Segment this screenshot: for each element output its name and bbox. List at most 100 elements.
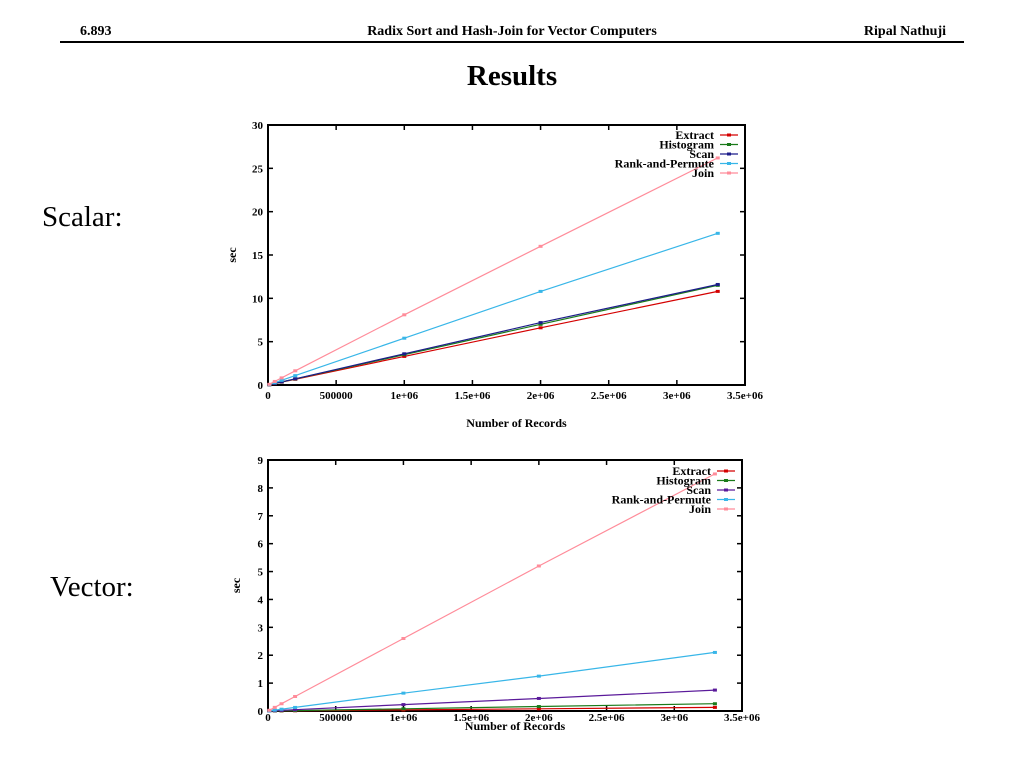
y-tick-label: 6 bbox=[258, 539, 264, 551]
data-point bbox=[279, 702, 284, 706]
x-axis-label: Number of Records bbox=[465, 719, 566, 733]
y-tick-label: 15 bbox=[252, 250, 264, 262]
legend-label: Histogram bbox=[659, 138, 714, 152]
x-tick-label: 0 bbox=[265, 712, 271, 724]
data-point bbox=[293, 369, 298, 373]
y-axis-label: sec bbox=[225, 247, 239, 263]
data-point bbox=[715, 231, 720, 235]
legend-label: Scan bbox=[689, 147, 714, 161]
header-title: Radix Sort and Hash-Join for Vector Comp… bbox=[367, 24, 657, 39]
header-author: Ripal Nathuji bbox=[863, 24, 946, 39]
data-point bbox=[538, 322, 543, 326]
x-axis-label: Number of Records bbox=[466, 416, 567, 430]
data-point bbox=[402, 313, 407, 317]
y-tick-label: 3 bbox=[258, 622, 264, 634]
series-line-rank-and-permute bbox=[269, 232, 718, 386]
data-point bbox=[715, 289, 720, 293]
x-tick-label: 1e+06 bbox=[390, 712, 418, 724]
data-point bbox=[279, 707, 284, 711]
legend-label: Extract bbox=[675, 128, 714, 142]
series-line-join bbox=[269, 473, 716, 711]
vector-label: Vector: bbox=[50, 571, 134, 603]
legend-marker bbox=[727, 171, 731, 175]
vector-chart: 0 500000 1e+06 1.5e+06 2e+06 2.5e+06 3e+06 3.5e… bbox=[229, 455, 760, 733]
legend-label: Join bbox=[689, 502, 711, 516]
x-tick-label: 3e+06 bbox=[660, 712, 688, 724]
legend-marker bbox=[724, 507, 728, 511]
data-point bbox=[712, 688, 717, 692]
y-tick-label: 20 bbox=[252, 207, 264, 219]
data-point bbox=[267, 382, 272, 386]
header-course-number: 6.893 bbox=[80, 24, 112, 39]
y-tick-label: 5 bbox=[258, 337, 264, 349]
x-tick-label: 1e+06 bbox=[390, 390, 418, 402]
data-point bbox=[401, 703, 406, 707]
data-point bbox=[712, 702, 717, 706]
data-point bbox=[267, 708, 272, 712]
data-point bbox=[536, 564, 541, 568]
y-tick-label: 10 bbox=[252, 293, 264, 305]
data-point bbox=[538, 244, 543, 248]
legend-label: Histogram bbox=[656, 474, 711, 488]
header-rule bbox=[60, 41, 964, 43]
data-point bbox=[538, 289, 543, 293]
legend-marker bbox=[727, 133, 731, 137]
data-point bbox=[293, 705, 298, 709]
legend-marker bbox=[727, 143, 731, 146]
slide-title: Results bbox=[466, 60, 558, 92]
data-point bbox=[401, 636, 406, 640]
y-tick-label: 0 bbox=[258, 706, 264, 718]
legend-label: Extract bbox=[672, 464, 711, 478]
legend-marker bbox=[724, 479, 728, 482]
x-tick-label: 1.5e+06 bbox=[453, 712, 489, 724]
y-tick-label: 2 bbox=[258, 650, 264, 662]
data-point bbox=[712, 705, 717, 709]
x-tick-label: 0 bbox=[265, 390, 271, 402]
x-tick-label: 2.5e+06 bbox=[589, 712, 625, 724]
legend-marker bbox=[724, 469, 728, 473]
data-point bbox=[293, 377, 298, 381]
series-line-join bbox=[269, 157, 718, 385]
x-tick-label: 2.5e+06 bbox=[591, 390, 627, 402]
data-point bbox=[538, 326, 543, 330]
data-point bbox=[536, 696, 541, 700]
y-tick-label: 0 bbox=[258, 380, 264, 392]
y-tick-label: 30 bbox=[252, 120, 264, 132]
legend-label: Rank-and-Permute bbox=[612, 493, 712, 507]
slide-header: Radix Sort and Hash-Join for Vector Comp… bbox=[60, 24, 964, 42]
data-point bbox=[536, 674, 541, 678]
data-point bbox=[538, 321, 543, 325]
y-tick-label: 5 bbox=[258, 567, 264, 579]
data-point bbox=[536, 705, 541, 709]
series-line-extract bbox=[269, 290, 718, 386]
data-point bbox=[401, 707, 406, 711]
scalar-chart: 0 500000 1e+06 1.5e+06 2e+06 2.5e+06 3e+06 3.5e… bbox=[225, 120, 763, 430]
legend-label: Rank-and-Permute bbox=[615, 157, 715, 171]
plot-frame bbox=[267, 459, 743, 712]
data-point bbox=[272, 705, 277, 709]
data-point bbox=[715, 156, 720, 160]
x-tick-label: 3.5e+06 bbox=[727, 390, 763, 402]
data-point bbox=[293, 708, 298, 712]
x-tick-label: 2e+06 bbox=[527, 390, 555, 402]
data-point bbox=[536, 707, 541, 711]
data-point bbox=[279, 376, 284, 380]
data-point bbox=[715, 282, 720, 286]
legend-label: Scan bbox=[686, 483, 711, 497]
legend-marker bbox=[727, 162, 731, 165]
data-point bbox=[712, 650, 717, 654]
legend-label: Join bbox=[692, 166, 714, 180]
legend-marker bbox=[727, 152, 731, 156]
data-point bbox=[272, 379, 277, 383]
data-point bbox=[279, 380, 284, 384]
data-point bbox=[402, 352, 407, 356]
x-tick-label: 3e+06 bbox=[663, 390, 691, 402]
data-point bbox=[712, 472, 717, 476]
y-tick-label: 4 bbox=[258, 594, 264, 606]
data-point bbox=[279, 378, 284, 382]
x-tick-label: 3.5e+06 bbox=[724, 712, 760, 724]
data-point bbox=[293, 694, 298, 698]
y-tick-label: 8 bbox=[258, 483, 264, 495]
y-tick-label: 7 bbox=[258, 511, 264, 523]
